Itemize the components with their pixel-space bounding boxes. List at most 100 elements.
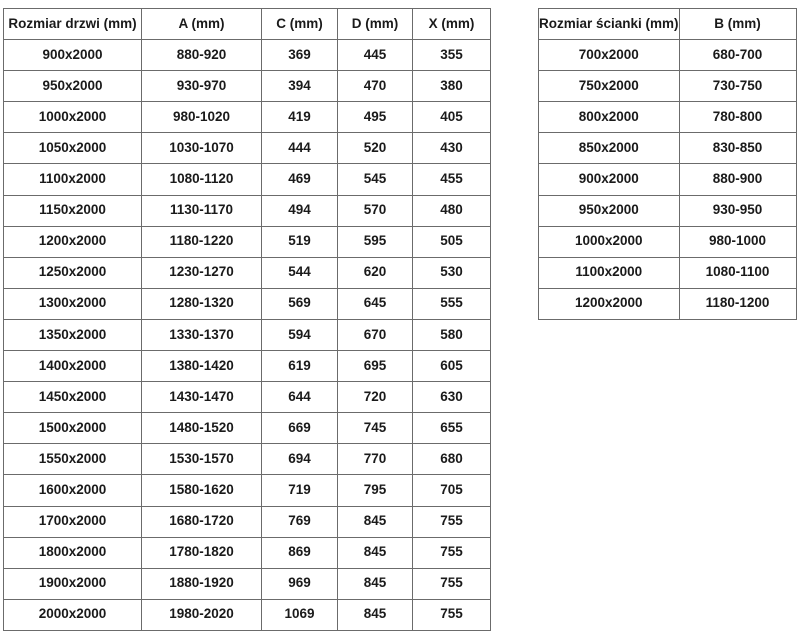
measurement-cell: 845: [337, 536, 413, 569]
measurement-cell: 530: [412, 256, 491, 289]
size-cell: 900x2000: [3, 39, 142, 72]
table-row: 950x2000 930-970 394 470 380: [3, 70, 491, 103]
measurement-cell: 1530-1570: [141, 443, 262, 476]
table-row: 1200x2000 1180-1220 519 595 505: [3, 225, 491, 258]
table-row: 750x2000 730-750: [538, 70, 797, 103]
measurement-cell: 369: [261, 39, 338, 72]
table-row: 1450x2000 1430-1470 644 720 630: [3, 381, 491, 414]
measurement-cell: 695: [337, 350, 413, 383]
measurement-cell: 705: [412, 474, 491, 507]
measurement-cell: 680: [412, 443, 491, 476]
measurement-cell: 1330-1370: [141, 318, 262, 352]
measurement-cell: 969: [261, 567, 338, 600]
measurement-cell: 569: [261, 287, 338, 320]
measurement-cell: 605: [412, 350, 491, 383]
table-row: 700x2000 680-700: [538, 39, 797, 72]
measurement-cell: 1880-1920: [141, 567, 262, 600]
measurement-cell: 880-900: [678, 163, 797, 196]
measurement-cell: 1280-1320: [141, 287, 262, 320]
size-cell: 1100x2000: [538, 256, 680, 289]
measurement-cell: 655: [412, 412, 491, 445]
measurement-cell: 555: [412, 287, 491, 320]
measurement-cell: 394: [261, 70, 338, 103]
measurement-cell: 769: [261, 505, 338, 538]
measurement-cell: 1080-1100: [678, 256, 797, 289]
measurement-cell: 1430-1470: [141, 381, 262, 414]
measurement-cell: 620: [337, 256, 413, 289]
table-row: 1000x2000 980-1000: [538, 225, 797, 258]
measurement-cell: 1180-1220: [141, 225, 262, 258]
size-cell: 1500x2000: [3, 412, 142, 445]
table-row: 1100x2000 1080-1100: [538, 256, 797, 289]
measurement-cell: 755: [412, 567, 491, 600]
measurement-cell: 880-920: [141, 39, 262, 72]
size-cell: 1600x2000: [3, 474, 142, 507]
size-cell: 1000x2000: [3, 101, 142, 134]
table-row: 1250x2000 1230-1270 544 620 530: [3, 256, 491, 289]
measurement-cell: 720: [337, 381, 413, 414]
measurement-cell: 645: [337, 287, 413, 320]
measurement-cell: 1580-1620: [141, 474, 262, 507]
measurement-cell: 795: [337, 474, 413, 507]
size-cell: 950x2000: [3, 70, 142, 103]
column-header: Rozmiar ścianki (mm): [538, 7, 680, 41]
measurement-cell: 930-970: [141, 70, 262, 103]
table-row: 850x2000 830-850: [538, 132, 797, 165]
size-cell: 1200x2000: [538, 287, 680, 320]
measurement-cell: 544: [261, 256, 338, 289]
measurement-cell: 570: [337, 194, 413, 227]
measurement-cell: 845: [337, 598, 413, 631]
size-cell: 1350x2000: [3, 318, 142, 352]
measurement-cell: 670: [337, 318, 413, 352]
column-header: B (mm): [678, 7, 797, 41]
measurement-cell: 1030-1070: [141, 132, 262, 165]
table-row: 1700x2000 1680-1720 769 845 755: [3, 505, 491, 538]
table-row: 1300x2000 1280-1320 569 645 555: [3, 287, 491, 320]
table-row: 1150x2000 1130-1170 494 570 480: [3, 194, 491, 227]
measurement-cell: 545: [337, 163, 413, 196]
measurement-cell: 1230-1270: [141, 256, 262, 289]
table-row: 1100x2000 1080-1120 469 545 455: [3, 163, 491, 196]
wall-panel-size-table: Rozmiar ścianki (mm) B (mm) 700x2000 680-7…: [538, 7, 797, 320]
column-header: A (mm): [141, 7, 262, 41]
measurement-cell: 1069: [261, 598, 338, 631]
measurement-cell: 470: [337, 70, 413, 103]
measurement-cell: 644: [261, 381, 338, 414]
size-cell: 1450x2000: [3, 381, 142, 414]
column-header: C (mm): [261, 7, 338, 41]
measurement-cell: 1380-1420: [141, 350, 262, 383]
measurement-cell: 519: [261, 225, 338, 258]
measurement-cell: 770: [337, 443, 413, 476]
measurement-cell: 745: [337, 412, 413, 445]
measurement-cell: 505: [412, 225, 491, 258]
measurement-cell: 980-1000: [678, 225, 797, 258]
table-row: 1000x2000 980-1020 419 495 405: [3, 101, 491, 134]
measurement-cell: 680-700: [678, 39, 797, 72]
size-cell: 950x2000: [538, 194, 680, 227]
table-row: 900x2000 880-900: [538, 163, 797, 196]
measurement-cell: 1180-1200: [678, 287, 797, 320]
measurement-cell: 619: [261, 350, 338, 383]
size-cell: 1400x2000: [3, 350, 142, 383]
size-cell: 1900x2000: [3, 567, 142, 600]
table-row: 1800x2000 1780-1820 869 845 755: [3, 536, 491, 569]
measurement-cell: 494: [261, 194, 338, 227]
measurement-cell: 355: [412, 39, 491, 72]
measurement-cell: 1480-1520: [141, 412, 262, 445]
size-cell: 700x2000: [538, 39, 680, 72]
size-cell: 1550x2000: [3, 443, 142, 476]
measurement-cell: 980-1020: [141, 101, 262, 134]
table-row: 1500x2000 1480-1520 669 745 655: [3, 412, 491, 445]
measurement-cell: 480: [412, 194, 491, 227]
measurement-cell: 495: [337, 101, 413, 134]
table-row: 1400x2000 1380-1420 619 695 605: [3, 350, 491, 383]
table-row: 1900x2000 1880-1920 969 845 755: [3, 567, 491, 600]
table-row: 1200x2000 1180-1200: [538, 287, 797, 320]
measurement-cell: 469: [261, 163, 338, 196]
measurement-cell: 444: [261, 132, 338, 165]
table-header-row: Rozmiar drzwi (mm) A (mm) C (mm) D (mm) X (m…: [3, 7, 491, 41]
table-row: 900x2000 880-920 369 445 355: [3, 39, 491, 72]
measurement-cell: 730-750: [678, 70, 797, 103]
size-cell: 1300x2000: [3, 287, 142, 320]
wall-table-body: 700x2000 680-700 750x2000 730-750 800x2000 78…: [538, 39, 797, 320]
